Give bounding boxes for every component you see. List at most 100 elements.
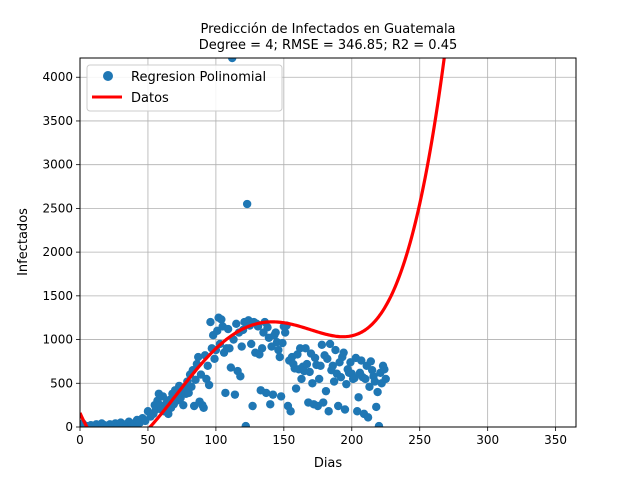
scatter-point — [237, 342, 246, 351]
chart-subtitle: Degree = 4; RMSE = 346.85; R2 = 0.45 — [199, 38, 458, 53]
scatter-point — [194, 352, 203, 362]
y-tick-label: 1000 — [42, 333, 73, 347]
scatter-point — [263, 323, 272, 332]
x-tick-label: 150 — [272, 433, 295, 447]
scatter-point — [354, 393, 363, 402]
x-tick-label: 250 — [408, 433, 431, 447]
scatter-point — [316, 361, 325, 370]
scatter-point — [217, 315, 226, 324]
scatter-point — [302, 359, 312, 369]
scatter-point — [221, 388, 230, 398]
scatter-point — [331, 345, 340, 355]
scatter-point — [357, 356, 366, 365]
x-tick-label: 0 — [76, 433, 84, 447]
scatter-point — [350, 373, 359, 383]
y-tick-label: 2500 — [42, 201, 73, 215]
y-tick-label: 3000 — [42, 158, 73, 172]
scatter-point — [271, 328, 280, 337]
scatter-point — [314, 374, 324, 384]
scatter-point — [323, 354, 332, 363]
axis-ticks: 0 50 100 150 200 250 300 3500500100015002000250… — [42, 70, 567, 447]
x-tick-label: 300 — [476, 433, 499, 447]
scatter-point — [228, 58, 237, 63]
scatter-point — [261, 388, 271, 398]
scatter-point — [297, 374, 306, 384]
scatter-point — [210, 354, 219, 363]
scatter-point — [278, 338, 287, 348]
scatter-point — [381, 374, 390, 384]
scatter-point — [305, 367, 314, 377]
scatter-point — [374, 421, 384, 427]
legend-label-line: Datos — [131, 91, 169, 106]
scatter-point — [333, 401, 343, 411]
fit-curve — [80, 58, 446, 427]
legend: Regresion Polinomial Datos — [86, 64, 283, 112]
scatter-point — [230, 390, 240, 399]
scatter-point — [187, 382, 196, 391]
scatter-point — [291, 384, 301, 393]
scatter-point — [361, 374, 370, 384]
fit-curve-layer — [80, 58, 446, 427]
scatter-point — [317, 340, 327, 350]
scatter-point — [310, 353, 320, 363]
scatter-point — [301, 344, 310, 353]
scatter-point — [248, 401, 257, 411]
scatter-point — [242, 199, 252, 209]
scatter-point — [319, 398, 328, 407]
scatter-point — [223, 324, 233, 334]
scatter-point — [353, 407, 362, 416]
x-axis-label: Dias — [314, 456, 343, 471]
scatter-point — [257, 344, 267, 353]
scatter-point — [225, 344, 234, 353]
scatter-point — [226, 363, 236, 372]
scatter-point — [366, 357, 376, 366]
scatter-point — [247, 339, 256, 349]
y-axis-label: Infectados — [16, 208, 31, 276]
scatter-point — [370, 377, 380, 386]
x-tick-label: 200 — [340, 433, 363, 447]
scatter-point — [268, 390, 278, 399]
scatter-point — [191, 375, 200, 384]
y-tick-label: 4000 — [42, 70, 73, 84]
scatter-point — [340, 405, 350, 414]
scatter-point — [199, 403, 208, 412]
scatter-point — [324, 407, 333, 416]
scatter-point — [274, 345, 283, 355]
scatter-point — [339, 348, 348, 357]
scatter-point — [329, 377, 339, 386]
plot-frame — [79, 57, 577, 428]
scatter-point — [321, 386, 331, 396]
scatter-point — [266, 400, 275, 409]
x-tick-label: 50 — [140, 433, 155, 447]
scatter-point — [308, 379, 317, 388]
scatter-point — [179, 400, 188, 410]
scatter-point — [206, 317, 215, 327]
y-tick-label: 3500 — [42, 114, 73, 128]
scatter-point — [276, 392, 286, 401]
legend-box — [86, 64, 283, 112]
scatter-point — [275, 352, 284, 362]
y-tick-label: 500 — [50, 376, 73, 390]
scatter-point — [236, 372, 245, 381]
y-tick-label: 2000 — [42, 245, 73, 259]
legend-label-scatter: Regresion Polinomial — [131, 70, 266, 85]
scatter-point — [336, 372, 346, 382]
scatter-point — [372, 402, 381, 412]
scatter-point — [363, 413, 373, 422]
scatter-point — [280, 328, 290, 337]
scatter-point — [365, 382, 374, 391]
scatter-point — [328, 361, 337, 370]
x-tick-label: 350 — [544, 433, 567, 447]
scatter-point — [204, 380, 214, 390]
scatter-point — [342, 379, 351, 389]
x-tick-label: 100 — [204, 433, 227, 447]
scatter-point — [158, 392, 168, 401]
y-tick-label: 1500 — [42, 289, 73, 303]
y-tick-label: 0 — [65, 420, 73, 434]
scatter-point — [203, 361, 212, 370]
scatter-point — [325, 339, 335, 349]
scatter-point — [286, 407, 295, 416]
scatter-point — [232, 319, 241, 329]
scatter-point — [373, 387, 382, 397]
